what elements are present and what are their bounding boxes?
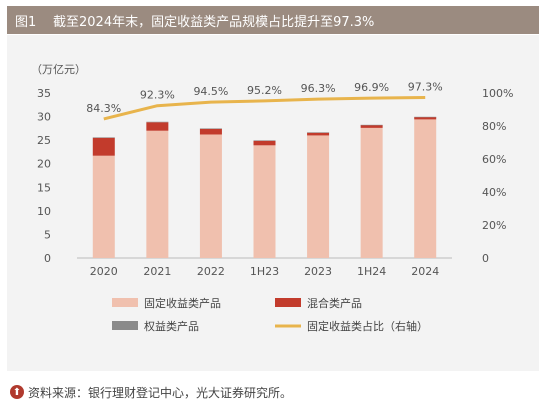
x-tick-label: 1H23 (250, 265, 279, 278)
y2-tick-label: 0 (482, 252, 489, 265)
x-tick-label: 1H24 (357, 265, 386, 278)
legend-fixed-income-swatch (112, 298, 138, 307)
bar-equity (360, 124, 383, 126)
bar-mixed (199, 128, 222, 135)
bar-mixed (307, 132, 330, 136)
y-tick-label: 35 (37, 87, 51, 100)
x-tick-label: 2024 (411, 265, 439, 278)
y-tick-label: 25 (37, 134, 51, 147)
line-data-label: 95.2% (247, 84, 282, 97)
bar-equity (92, 137, 115, 138)
source-note: ⬆ 资料来源：银行理财登记中心，光大证券研究所。 (10, 382, 292, 402)
line-data-label: 92.3% (140, 89, 175, 102)
bar-equity (146, 121, 169, 123)
line-data-label: 97.3% (408, 80, 443, 93)
legend-equity-swatch (112, 321, 138, 330)
bar-fixed-income (414, 119, 437, 259)
legend-fixed-income-label: 固定收益类产品 (144, 296, 221, 310)
legend-equity-label: 权益类产品 (144, 319, 199, 333)
x-tick-label: 2020 (90, 265, 118, 278)
legend-share-line-label: 固定收益类占比（右轴） (307, 319, 428, 333)
bar-fixed-income (199, 134, 222, 258)
chart-panel: （万亿元） 0 5 10 15 20 25 30 35 0 20% 40% 60% 80% 100% 202… (7, 35, 539, 371)
figure-title-bar: 图1 截至2024年末，固定收益类产品规模占比提升至97.3% (7, 6, 539, 34)
y-axis-unit-label: （万亿元） (31, 63, 86, 76)
bar-mixed (414, 117, 437, 120)
bar-fixed-income (146, 130, 169, 258)
y-tick-label: 0 (44, 252, 51, 265)
bar-mixed (253, 140, 276, 146)
chart-svg: （万亿元） 0 5 10 15 20 25 30 35 0 20% 40% 60% 80% 100% 202… (31, 63, 513, 333)
x-tick-label: 2023 (304, 265, 332, 278)
line-fixed-income-share (103, 95, 426, 121)
bar-fixed-income (307, 135, 330, 258)
bar-mixed (92, 137, 115, 156)
y-tick-label: 5 (44, 228, 51, 241)
line-data-label: 96.3% (301, 82, 336, 95)
y2-tick-label: 20% (482, 219, 506, 232)
bar-equity (253, 140, 276, 141)
up-arrow-icon: ⬆ (10, 385, 24, 399)
bar-fixed-income (360, 127, 383, 258)
line-data-label: 94.5% (193, 85, 228, 98)
bar-fixed-income (92, 155, 115, 258)
y-tick-label: 10 (37, 205, 51, 218)
figure-number: 图1 (15, 14, 37, 30)
figure-title: 截至2024年末，固定收益类产品规模占比提升至97.3% (53, 14, 375, 30)
source-text: 资料来源：银行理财登记中心，光大证券研究所。 (28, 385, 293, 400)
bar-fixed-income (253, 145, 276, 258)
bar-equity (199, 128, 222, 129)
legend-mixed-label: 混合类产品 (307, 296, 362, 310)
y-tick-label: 15 (37, 181, 51, 194)
bar-equity (307, 132, 330, 133)
y-tick-label: 20 (37, 158, 51, 171)
bar-mixed (360, 125, 383, 128)
y2-tick-label: 100% (482, 87, 513, 100)
y-tick-label: 30 (37, 111, 51, 124)
bar-mixed (146, 122, 169, 131)
legend-mixed-swatch (275, 298, 301, 307)
y2-tick-label: 40% (482, 186, 506, 199)
bar-equity (414, 116, 437, 118)
y2-tick-label: 80% (482, 120, 506, 133)
x-tick-label: 2021 (143, 265, 171, 278)
line-data-label: 96.9% (354, 81, 389, 94)
line-data-label: 84.3% (86, 102, 121, 115)
x-tick-label: 2022 (197, 265, 225, 278)
y2-tick-label: 60% (482, 153, 506, 166)
